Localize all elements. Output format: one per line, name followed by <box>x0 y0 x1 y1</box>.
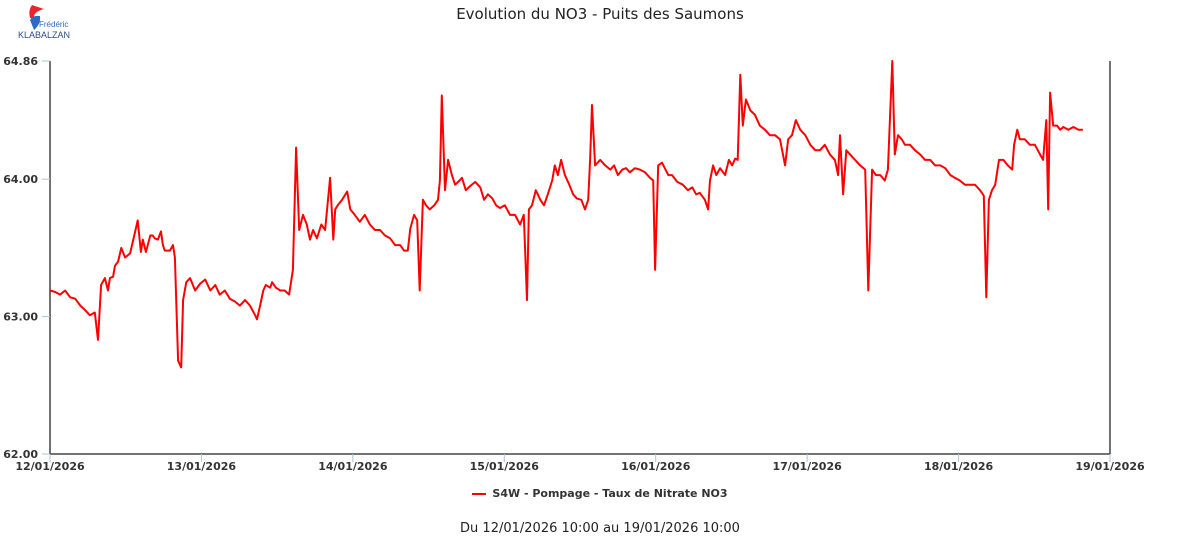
date-range-footer: Du 12/01/2026 10:00 au 19/01/2026 10:00 <box>460 521 740 536</box>
x-tick-label: 18/01/2026 <box>924 460 994 473</box>
x-tick-label: 13/01/2026 <box>167 460 237 473</box>
legend-swatch <box>472 492 487 495</box>
y-tick-label: 63.00 <box>3 311 38 324</box>
chart-title: Evolution du NO3 - Puits des Saumons <box>456 5 744 23</box>
logo-red-swoosh <box>29 5 44 18</box>
logo-blue-shape <box>30 15 41 30</box>
svg-text:Frédéric: Frédéric <box>39 20 68 29</box>
x-tick-label: 19/01/2026 <box>1075 460 1145 473</box>
svg-text:KLABALZAN: KLABALZAN <box>18 30 70 40</box>
x-tick-label: 17/01/2026 <box>773 460 843 473</box>
x-tick-label: 16/01/2026 <box>621 460 691 473</box>
brand-logo: Frédéric KLABALZAN <box>18 5 70 40</box>
line-chart: 62.00 63.00 64.00 64.86 12/01/2026 13/01/202… <box>3 55 1145 473</box>
x-tick-label: 14/01/2026 <box>318 460 388 473</box>
x-tick-label: 12/01/2026 <box>15 460 85 473</box>
y-tick-label: 64.86 <box>3 55 38 68</box>
legend[interactable]: S4W - Pompage - Taux de Nitrate NO3 <box>0 487 1200 500</box>
legend-label: S4W - Pompage - Taux de Nitrate NO3 <box>492 487 728 500</box>
y-tick-label: 64.00 <box>3 173 38 186</box>
x-tick-label: 15/01/2026 <box>470 460 540 473</box>
y-tick-label: 62.00 <box>3 448 38 461</box>
series-line-s4w <box>49 60 1083 369</box>
